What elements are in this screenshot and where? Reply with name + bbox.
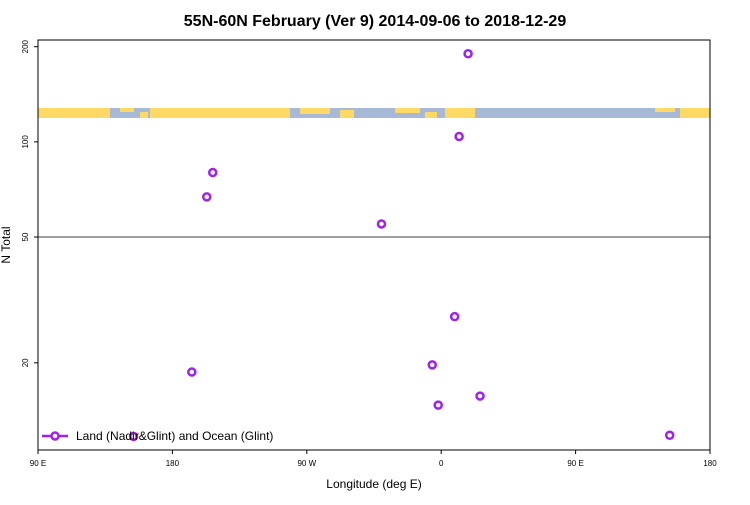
- map-strip: [38, 108, 710, 118]
- point: [433, 400, 443, 410]
- y-tick-label: 200: [21, 39, 30, 53]
- point: [427, 360, 437, 370]
- x-tick-label: 90 E: [30, 459, 46, 468]
- x-tick-label: 180: [703, 459, 717, 468]
- x-tick-label: 0: [439, 459, 444, 468]
- y-tick-label: 50: [21, 232, 30, 241]
- point: [376, 219, 387, 229]
- x-tick-label: 180: [166, 459, 180, 468]
- x-tick-label: 90 E: [567, 459, 583, 468]
- point: [207, 167, 218, 178]
- x-tick-label: 90 W: [297, 459, 316, 468]
- y-tick-label: 100: [21, 135, 30, 149]
- point: [449, 311, 460, 322]
- legend-label: Land (Nadir&Glint) and Ocean (Glint): [76, 429, 273, 443]
- chart-title: 55N-60N February (Ver 9) 2014-09-06 to 2…: [184, 13, 567, 30]
- point: [128, 431, 139, 442]
- y-axis-label: N Total: [0, 226, 13, 263]
- x-axis-label: Longitude (deg E): [326, 477, 421, 491]
- point: [664, 430, 675, 441]
- y-tick-label: 20: [21, 358, 30, 367]
- legend-marker: [50, 431, 60, 441]
- point: [187, 367, 197, 377]
- map-land: [38, 108, 710, 118]
- point: [463, 48, 473, 59]
- plot-frame: [37, 39, 711, 451]
- point: [454, 131, 464, 142]
- point: [201, 192, 212, 202]
- point: [475, 391, 485, 401]
